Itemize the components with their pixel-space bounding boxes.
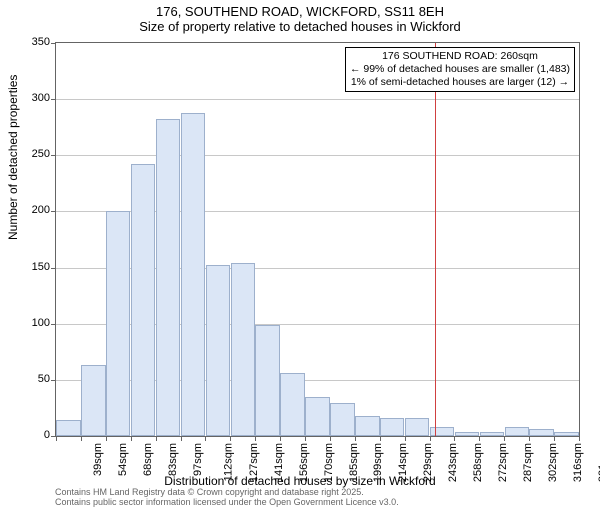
- y-tick-mark: [51, 268, 56, 269]
- x-tick-mark: [305, 436, 306, 441]
- x-tick-mark: [131, 436, 132, 441]
- footer-line2: Contains public sector information licen…: [55, 498, 399, 508]
- x-tick-label: 258sqm: [472, 443, 484, 482]
- x-tick-mark: [579, 436, 580, 441]
- chart-title-block: 176, SOUTHEND ROAD, WICKFORD, SS11 8EH S…: [0, 0, 600, 34]
- x-tick-mark: [430, 436, 431, 441]
- annotation-box: 176 SOUTHEND ROAD: 260sqm ← 99% of detac…: [345, 47, 575, 92]
- x-tick-mark: [504, 436, 505, 441]
- histogram-bar: [206, 265, 230, 436]
- x-tick-label: 54sqm: [117, 443, 129, 476]
- x-tick-label: 185sqm: [348, 443, 360, 482]
- x-tick-label: 199sqm: [373, 443, 385, 482]
- histogram-bar: [106, 211, 130, 436]
- x-tick-label: 272sqm: [497, 443, 509, 482]
- chart-title-line1: 176, SOUTHEND ROAD, WICKFORD, SS11 8EH: [0, 4, 600, 19]
- x-tick-mark: [454, 436, 455, 441]
- x-tick-mark: [230, 436, 231, 441]
- histogram-bar: [56, 420, 80, 436]
- histogram-bar: [554, 432, 578, 436]
- gridline: [56, 155, 579, 156]
- reference-line: [435, 43, 436, 436]
- x-tick-mark: [330, 436, 331, 441]
- histogram-bar: [255, 325, 279, 436]
- x-tick-mark: [156, 436, 157, 441]
- x-tick-label: 156sqm: [298, 443, 310, 482]
- histogram-bar: [355, 416, 379, 436]
- histogram-bar: [405, 418, 429, 436]
- x-tick-label: 127sqm: [248, 443, 260, 482]
- x-tick-label: 229sqm: [422, 443, 434, 482]
- chart-title-line2: Size of property relative to detached ho…: [0, 19, 600, 34]
- x-tick-label: 316sqm: [572, 443, 584, 482]
- histogram-bar: [505, 427, 529, 436]
- histogram-bar: [480, 432, 504, 436]
- x-tick-label: 141sqm: [273, 443, 285, 482]
- histogram-bar: [330, 403, 354, 436]
- histogram-bar: [430, 427, 454, 436]
- x-tick-mark: [405, 436, 406, 441]
- annotation-line2: ← 99% of detached houses are smaller (1,…: [350, 63, 570, 76]
- plot-area: 176 SOUTHEND ROAD: 260sqm ← 99% of detac…: [55, 42, 580, 437]
- x-tick-label: 112sqm: [222, 443, 234, 481]
- footer-note: Contains HM Land Registry data © Crown c…: [55, 488, 399, 508]
- histogram-bar: [529, 429, 553, 436]
- x-tick-mark: [56, 436, 57, 441]
- y-tick-mark: [51, 99, 56, 100]
- y-tick-label: 50: [10, 373, 50, 385]
- y-tick-mark: [51, 43, 56, 44]
- x-tick-mark: [280, 436, 281, 441]
- y-tick-mark: [51, 211, 56, 212]
- x-tick-label: 39sqm: [92, 443, 104, 476]
- histogram-bar: [181, 113, 205, 436]
- x-tick-mark: [554, 436, 555, 441]
- x-tick-mark: [479, 436, 480, 441]
- x-tick-label: 83sqm: [167, 443, 179, 476]
- histogram-bar: [380, 418, 404, 436]
- y-tick-label: 300: [10, 92, 50, 104]
- annotation-line1: 176 SOUTHEND ROAD: 260sqm: [350, 50, 570, 63]
- histogram-bar: [131, 164, 155, 436]
- x-tick-label: 287sqm: [522, 443, 534, 482]
- y-tick-mark: [51, 324, 56, 325]
- y-tick-label: 250: [10, 148, 50, 160]
- x-tick-mark: [181, 436, 182, 441]
- y-tick-label: 150: [10, 261, 50, 273]
- histogram-bar: [81, 365, 105, 436]
- x-tick-mark: [529, 436, 530, 441]
- x-tick-label: 170sqm: [323, 443, 335, 482]
- x-tick-label: 302sqm: [547, 443, 559, 482]
- gridline: [56, 99, 579, 100]
- x-tick-label: 97sqm: [192, 443, 204, 476]
- y-tick-label: 0: [10, 429, 50, 441]
- x-tick-label: 214sqm: [397, 443, 409, 482]
- x-tick-mark: [355, 436, 356, 441]
- histogram-bar: [455, 432, 479, 436]
- histogram-bar: [156, 119, 180, 436]
- x-tick-mark: [81, 436, 82, 441]
- x-tick-label: 243sqm: [447, 443, 459, 482]
- x-tick-mark: [106, 436, 107, 441]
- x-tick-mark: [380, 436, 381, 441]
- annotation-line3: 1% of semi-detached houses are larger (1…: [350, 76, 570, 89]
- y-tick-mark: [51, 380, 56, 381]
- x-tick-label: 68sqm: [142, 443, 154, 476]
- x-tick-mark: [255, 436, 256, 441]
- histogram-bar: [305, 397, 329, 436]
- histogram-bar: [280, 373, 304, 436]
- x-tick-mark: [205, 436, 206, 441]
- histogram-bar: [231, 263, 255, 436]
- y-tick-label: 350: [10, 36, 50, 48]
- y-tick-label: 100: [10, 317, 50, 329]
- y-tick-label: 200: [10, 204, 50, 216]
- y-tick-mark: [51, 155, 56, 156]
